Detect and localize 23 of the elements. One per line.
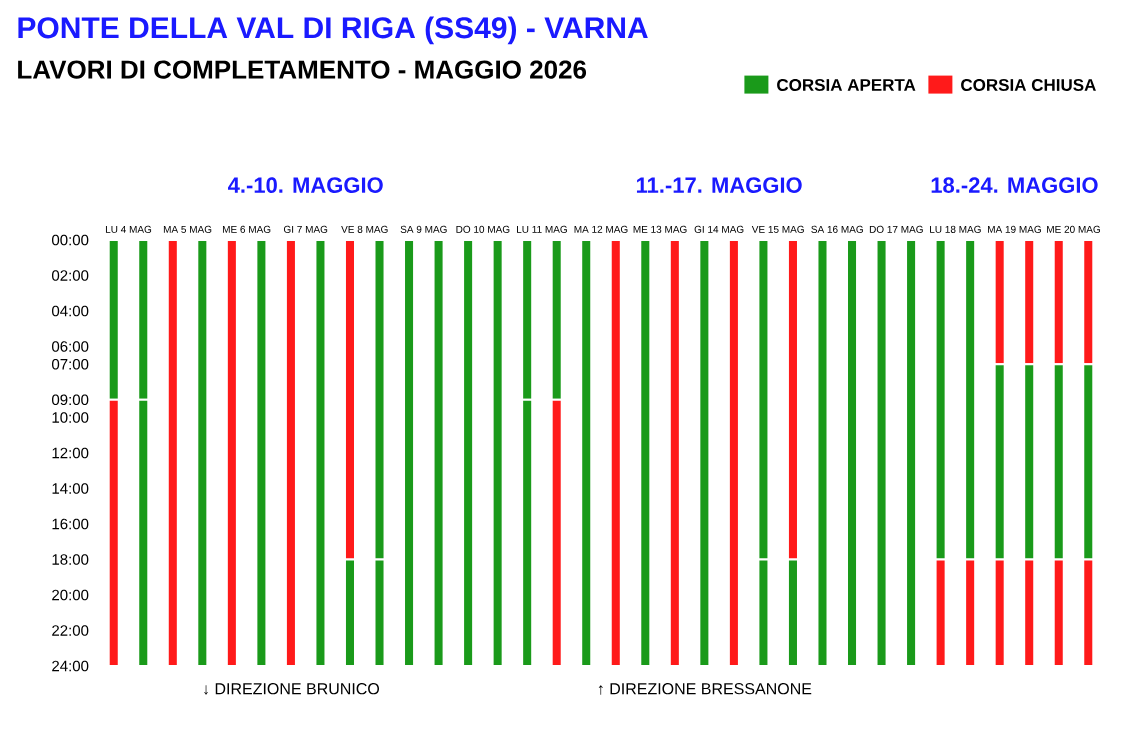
chart-title: PONTE DELLA VAL DI RIGA (SS49) - VARNA <box>18 16 648 45</box>
bar <box>255 238 268 667</box>
bar <box>905 238 918 667</box>
text: CORSIA CHIUSA <box>961 78 1096 91</box>
text: ↑ DIREZIONE BRESSANONE <box>598 683 812 695</box>
bar <box>698 238 711 667</box>
bar <box>314 238 327 667</box>
bar <box>580 238 593 667</box>
bar <box>639 238 652 667</box>
bar <box>432 238 445 667</box>
bar <box>403 238 416 667</box>
text: CORSIA APERTA <box>777 78 916 91</box>
text: ↓ DIREZIONE BRUNICO <box>204 683 380 695</box>
bar <box>462 238 475 667</box>
bar <box>491 238 504 667</box>
text: 4.-10. MAGGIO <box>228 177 383 193</box>
bar <box>846 238 859 667</box>
chart-subtitle: LAVORI DI COMPLETAMENTO - MAGGIO 2026 <box>18 60 587 79</box>
bar <box>875 238 888 667</box>
bar <box>196 238 209 667</box>
text: 11.-17. MAGGIO <box>636 177 802 193</box>
bar <box>816 238 829 667</box>
text: 18.-24. MAGGIO <box>931 177 1098 193</box>
